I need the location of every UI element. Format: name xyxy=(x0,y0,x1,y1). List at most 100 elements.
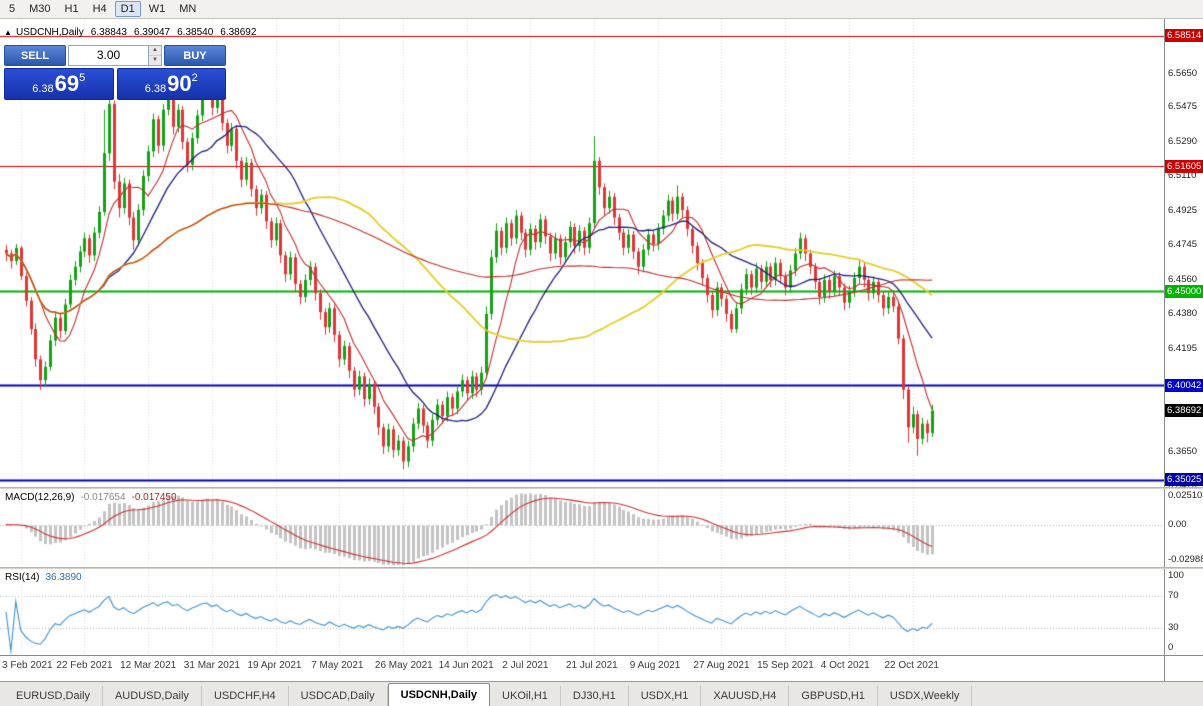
macd-name: MACD(12,26,9) xyxy=(5,492,75,503)
hline-price-label: 6.58514 xyxy=(1165,29,1203,43)
one-click-collapse-icon[interactable]: ▲ xyxy=(4,28,12,37)
price-tick-label: 6.4925 xyxy=(1168,204,1198,216)
price-tick-label: 6.3650 xyxy=(1168,446,1198,458)
timeframe-button-mn[interactable]: MN xyxy=(179,3,197,15)
rsi-canvas[interactable] xyxy=(0,569,1164,655)
symbol-tab-dj30-h1[interactable]: DJ30,H1 xyxy=(561,686,629,706)
price-tick-label: 6.5650 xyxy=(1168,67,1198,79)
ohlc-low: 6.38540 xyxy=(177,27,214,38)
macd-row: MACD(12,26,9) -0.017654 -0.017450 0.02510 0… xyxy=(0,489,1203,567)
date-label: 22 Oct 2021 xyxy=(884,660,939,671)
rsi-panel: RSI(14) 36.3890 xyxy=(0,569,1164,655)
symbol-tab-audusd-daily[interactable]: AUDUSD,Daily xyxy=(103,686,202,706)
date-label: 7 May 2021 xyxy=(311,660,364,671)
volume-spinner: ▲ ▼ xyxy=(148,46,161,65)
ask-big-digits: 90 xyxy=(167,71,192,96)
timeframe-button-d1[interactable]: D1 xyxy=(114,1,141,17)
volume-up-button[interactable]: ▲ xyxy=(149,46,161,56)
timeframe-button-m30[interactable]: M30 xyxy=(29,3,51,15)
macd-axis-label: 0.02510 xyxy=(1168,490,1203,501)
hline-price-label: 6.45000 xyxy=(1165,284,1203,298)
bid-big-digits: 69 xyxy=(54,71,80,96)
timeframe-button-w1[interactable]: W1 xyxy=(148,3,166,15)
symbol-tab-eurusd-daily[interactable]: EURUSD,Daily xyxy=(4,686,103,706)
date-label: 21 Jul 2021 xyxy=(566,660,618,671)
date-label: 9 Aug 2021 xyxy=(629,660,681,671)
current-price-label: 6.38692 xyxy=(1165,404,1203,418)
date-label: 2 Jul 2021 xyxy=(502,660,549,671)
volume-down-button[interactable]: ▼ xyxy=(149,56,161,65)
macd-signal-value: -0.017450 xyxy=(131,492,177,503)
symbol-tab-usdx-h1[interactable]: USDX,H1 xyxy=(629,686,702,706)
symbol-tabbar: EURUSD,Daily AUDUSD,Daily USDCHF,H4 USDCAD,… xyxy=(0,681,1203,706)
price-tick-label: 6.5110 xyxy=(1168,169,1197,181)
price-axis-macd: 0.02510 0.00 -0.02988 xyxy=(1164,489,1203,567)
macd-panel: MACD(12,26,9) -0.017654 -0.017450 xyxy=(0,489,1164,567)
symbol-tab-usdcad-daily[interactable]: USDCAD,Daily xyxy=(289,686,388,706)
date-label: 12 Mar 2021 xyxy=(120,660,177,671)
price-tick-label: 6.4380 xyxy=(1168,307,1198,319)
chart-ohlc-readout: USDCNH,Daily 6.38843 6.39047 6.38540 6.38692 xyxy=(16,27,263,38)
one-click-trade-panel: SELL 3.00 ▲ ▼ BUY 6.38 69 5 6 xyxy=(4,45,226,100)
macd-axis-label: 0.00 xyxy=(1168,518,1187,530)
ohlc-open: 6.38843 xyxy=(90,27,127,38)
rsi-axis-label: 30 xyxy=(1168,621,1179,633)
date-label: 4 Oct 2021 xyxy=(820,660,870,671)
volume-input[interactable]: 3.00 xyxy=(96,48,121,62)
sell-button[interactable]: SELL xyxy=(4,45,66,66)
symbol-tab-xauusd-h4[interactable]: XAUUSD,H4 xyxy=(701,686,790,706)
symbol-tab-gbpusd-h1[interactable]: GBPUSD,H1 xyxy=(789,686,878,706)
rsi-value: 36.3890 xyxy=(45,572,82,583)
price-tick-label: 6.5475 xyxy=(1168,100,1198,112)
bid-sup-digit: 5 xyxy=(79,72,86,84)
date-axis: 3 Feb 2021 22 Feb 2021 12 Mar 2021 31 Mar 2… xyxy=(0,656,1164,681)
symbol-tab-usdcnh-daily[interactable]: USDCNH,Daily xyxy=(387,683,491,706)
date-axis-corner xyxy=(1164,656,1203,681)
date-axis-row: 3 Feb 2021 22 Feb 2021 12 Mar 2021 31 Mar 2… xyxy=(0,655,1203,681)
date-label: 3 Feb 2021 xyxy=(2,660,53,671)
bid-prefix: 6.38 xyxy=(32,83,54,95)
macd-canvas[interactable] xyxy=(0,489,1164,567)
date-label: 22 Feb 2021 xyxy=(56,660,113,671)
price-tick-label: 6.4745 xyxy=(1168,238,1198,250)
chart-window-splitter[interactable] xyxy=(0,487,1203,489)
hline-price-label: 6.40042 xyxy=(1165,378,1203,392)
hline-price-label: 6.35025 xyxy=(1165,473,1203,487)
symbol-tab-ukoil-h1[interactable]: UKOil,H1 xyxy=(490,686,561,706)
timeframe-button-h4[interactable]: H4 xyxy=(92,3,107,15)
date-label: 19 Apr 2021 xyxy=(247,660,302,671)
chart-title: USDCNH,Daily xyxy=(16,27,84,38)
price-tick-label: 6.4195 xyxy=(1168,342,1198,354)
rsi-name: RSI(14) xyxy=(5,572,40,583)
date-label: 14 Jun 2021 xyxy=(438,660,494,671)
rsi-label-row: RSI(14) 36.3890 xyxy=(5,572,88,583)
date-label: 26 May 2021 xyxy=(374,660,433,671)
bid-price-box[interactable]: 6.38 69 5 xyxy=(4,68,114,100)
main-chart-panel: ▲ USDCNH,Daily 6.38843 6.39047 6.38540 6.386… xyxy=(0,19,1164,487)
volume-box: 3.00 ▲ ▼ xyxy=(68,45,162,66)
symbol-tab-usdx-weekly[interactable]: USDX,Weekly xyxy=(878,686,973,706)
macd-main-value: -0.017654 xyxy=(80,492,126,503)
price-tick-label: 6.5290 xyxy=(1168,135,1198,147)
hline-price-label: 6.51605 xyxy=(1165,159,1203,173)
macd-label-row: MACD(12,26,9) -0.017654 -0.017450 xyxy=(5,492,183,503)
ohlc-high: 6.39047 xyxy=(133,27,171,38)
chart-window-splitter-2[interactable] xyxy=(0,567,1203,569)
price-tick-label: 6.4560 xyxy=(1168,273,1198,285)
date-label: 31 Mar 2021 xyxy=(183,660,240,671)
timeframe-button-5[interactable]: 5 xyxy=(9,3,16,15)
symbol-tab-usdchf-h4[interactable]: USDCHF,H4 xyxy=(202,686,289,706)
rsi-axis-label: 0 xyxy=(1168,642,1174,653)
date-label: 27 Aug 2021 xyxy=(693,660,750,671)
main-chart-row: ▲ USDCNH,Daily 6.38843 6.39047 6.38540 6.386… xyxy=(0,19,1203,487)
ask-prefix: 6.38 xyxy=(144,83,167,95)
ask-sup-digit: 2 xyxy=(191,72,198,84)
date-label: 15 Sep 2021 xyxy=(757,660,814,671)
price-axis-main: 6.5650 6.5475 6.5290 6.5110 6.4925 6.4745 6.45… xyxy=(1164,19,1203,487)
price-axis-rsi: 100 70 30 0 xyxy=(1164,569,1203,655)
ohlc-close: 6.38692 xyxy=(220,27,257,38)
timeframe-button-h1[interactable]: H1 xyxy=(64,3,79,15)
buy-button[interactable]: BUY xyxy=(164,45,226,66)
ask-price-box[interactable]: 6.38 90 2 xyxy=(116,68,226,100)
